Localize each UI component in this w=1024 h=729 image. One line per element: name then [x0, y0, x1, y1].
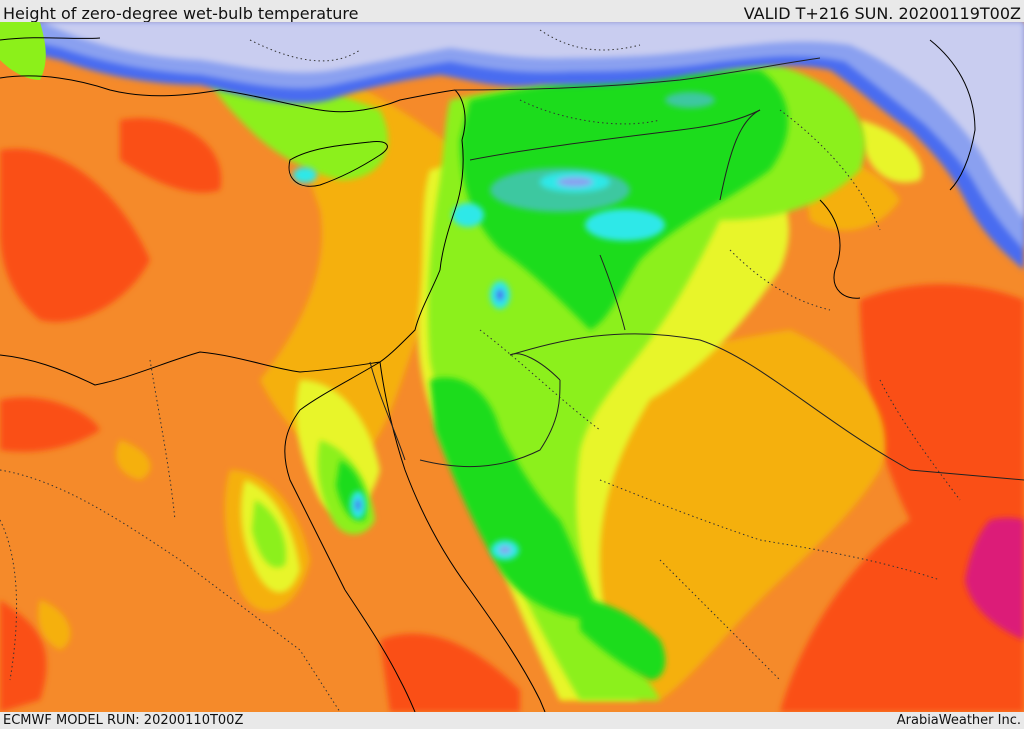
red-orange-regions [0, 118, 1024, 712]
coastlines [0, 37, 976, 712]
valid-time: VALID T+216 SUN. 20200119T00Z [743, 4, 1021, 22]
cold-pockets [293, 92, 715, 560]
map-title: Height of zero-degree wet-bulb temperatu… [3, 4, 359, 22]
northern-cold-band [0, 22, 1024, 270]
map-area[interactable] [0, 22, 1024, 712]
province-borders [0, 29, 961, 712]
country-borders [369, 57, 1024, 481]
model-run: ECMWF MODEL RUN: 20200110T00Z [3, 713, 244, 728]
provider-credit: ArabiaWeather Inc. [896, 713, 1021, 728]
header-bar: Height of zero-degree wet-bulb temperatu… [0, 0, 1024, 22]
magenta-region [965, 517, 1024, 640]
footer-bar: ECMWF MODEL RUN: 20200110T00Z ArabiaWeat… [0, 712, 1024, 729]
map-canvas [0, 22, 1024, 712]
green-regions [336, 70, 789, 680]
